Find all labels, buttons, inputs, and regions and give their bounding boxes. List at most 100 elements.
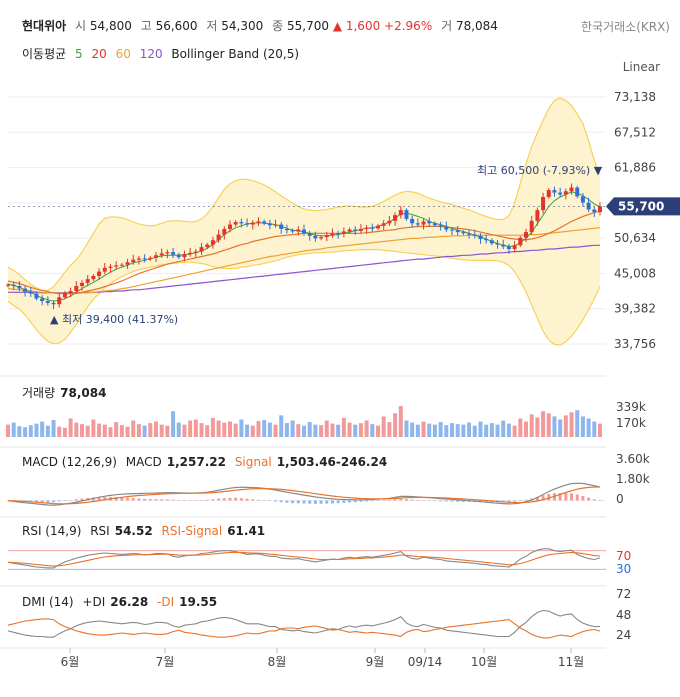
x-axis-tick: 6월 [61,655,80,669]
rsi-panel-title: RSI (14,9) [22,524,82,538]
candle-body [85,279,90,283]
volume-bar [398,406,403,437]
candle-body [598,206,602,213]
macd-y-tick: 0 [616,492,624,506]
rsi-signal-value: 61.41 [227,524,266,538]
price-y-tick: 39,382 [614,302,656,316]
open-value: 54,800 [89,19,132,33]
volume-bar [40,421,45,437]
candle-body [376,225,380,229]
macd-histogram-bar [200,500,204,501]
candle-body [575,187,580,197]
open-label: 시 [75,19,87,33]
macd-histogram-bar [416,500,420,501]
candle-body [461,232,466,234]
macd-histogram-bar [319,500,323,504]
candle-body [472,234,477,236]
candle-body [546,190,551,197]
price-y-tick: 73,138 [614,90,656,104]
candle-body [489,240,494,244]
ma5-legend[interactable]: 5 [75,47,83,61]
volume-bar [182,424,187,437]
macd-histogram-bar [143,498,147,501]
volume-bar [114,422,119,437]
volume-bar [432,424,437,437]
volume-bar [472,425,477,437]
close-value: 55,700 [286,19,329,33]
volume-bar [267,422,272,437]
volume-bar [489,423,494,437]
ma20-legend[interactable]: 20 [91,47,107,61]
candle-body [131,259,136,263]
volume-bar [80,424,84,437]
candle-body [23,288,28,292]
volume-bar [552,416,557,437]
candle-body [45,301,50,303]
volume-bar [381,416,386,437]
ma120-line [8,244,600,294]
macd-histogram-bar [114,497,118,501]
candle-body [381,223,386,226]
macd-histogram-bar [484,500,488,503]
price-y-tick: 45,008 [614,266,656,280]
macd-histogram-bar [336,500,340,504]
volume-bar [575,410,580,437]
macd-histogram-bar [160,499,164,501]
macd-histogram-bar [308,500,312,504]
volume-bar [410,422,415,437]
macd-histogram-bar [359,500,363,502]
macd-histogram-bar [365,500,369,502]
volume-bar [364,420,369,437]
volume-bar [518,418,523,437]
volume-bar [102,424,107,437]
macd-histogram-bar [433,500,437,502]
volume-bar [569,412,574,437]
candle-body [228,224,232,229]
candle-body [91,275,96,280]
volume-bar [495,424,500,437]
candle-body [319,237,324,239]
low-label: 저 [206,19,218,33]
candle-body [467,233,472,235]
candle-body [432,223,437,226]
candle-body [262,221,267,224]
candle-body [330,233,335,236]
candle-body [171,252,176,255]
rsi-y-tick-70: 70 [616,549,631,563]
candle-body [188,252,193,255]
macd-histogram-bar [251,499,255,501]
pdi-value: 26.28 [110,595,149,609]
macd-histogram-bar [393,499,397,501]
volume-bar [279,415,284,437]
macd-histogram-bar [69,499,73,501]
volume-bar [97,423,102,437]
candle-body [307,233,312,236]
volume-bar [57,426,62,437]
volume-bar [228,421,232,437]
volume-bar [256,421,261,437]
candle-body [501,244,506,247]
candle-body [114,265,119,267]
bollinger-legend[interactable]: Bollinger Band (20,5) [171,47,300,61]
macd-histogram-bar [131,498,135,501]
volume-bar [558,419,563,437]
candle-body [444,226,449,230]
candle-body [273,224,278,226]
volume-bar [171,411,176,437]
macd-histogram-bar [325,500,329,504]
ma60-legend[interactable]: 60 [115,47,131,61]
scale-mode-button[interactable]: Linear [622,60,660,74]
volume-bar [524,421,528,437]
ma120-legend[interactable]: 120 [139,47,163,61]
mdi-value: 19.55 [179,595,218,609]
candle-body [302,229,306,234]
macd-histogram-bar [296,500,300,504]
volume-panel-title: 거래량 [22,386,56,400]
volume-bar [529,414,534,437]
ma-label[interactable]: 이동평균 [22,47,67,61]
price-y-tick: 61,886 [614,161,656,175]
candle-body [506,246,511,250]
macd-histogram-bar [245,498,249,501]
macd-histogram-bar [80,498,84,501]
